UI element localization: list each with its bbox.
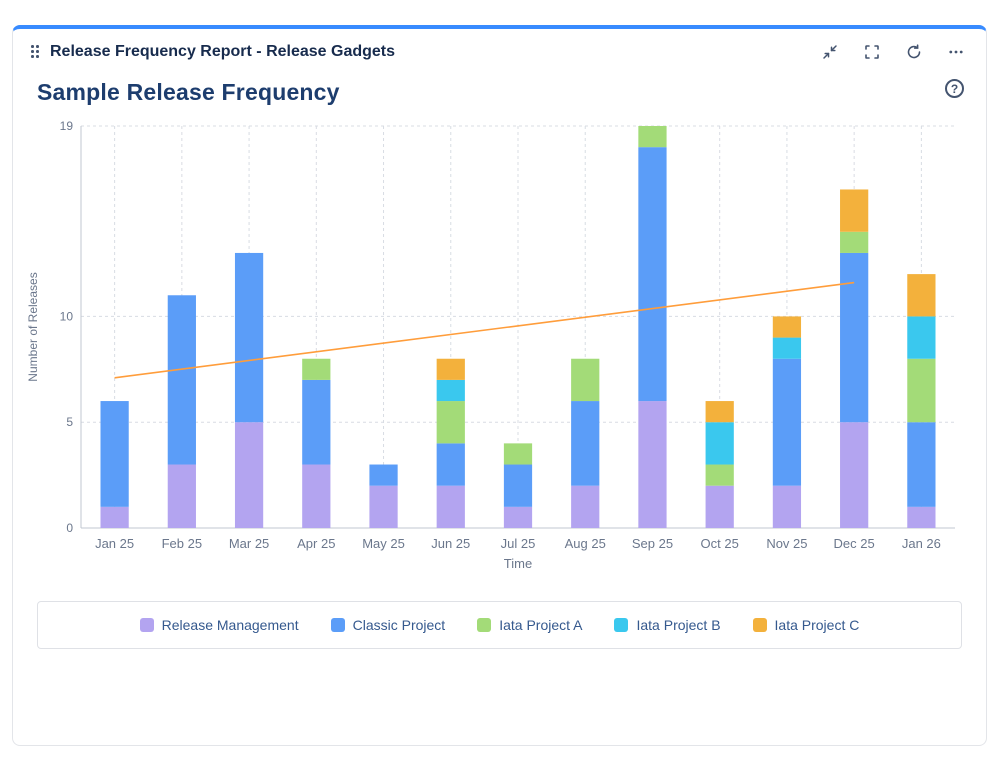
chart-area: 0 5 10 19 Jan 25 Feb 25 Mar 25 Apr 25 May 25 Jun … bbox=[13, 106, 986, 585]
legend-swatch-icon bbox=[752, 618, 767, 632]
legend-label: Iata Project A bbox=[499, 617, 583, 633]
collapse-icon[interactable] bbox=[822, 44, 838, 60]
svg-text:Jan 25: Jan 25 bbox=[95, 536, 134, 551]
svg-text:Jun 25: Jun 25 bbox=[431, 536, 470, 551]
chart-title-row: Sample Release Frequency ? bbox=[13, 71, 986, 106]
fullscreen-icon[interactable] bbox=[864, 44, 880, 60]
legend: Release Management Classic Project Iata Pr… bbox=[37, 601, 962, 649]
svg-text:Aug 25: Aug 25 bbox=[565, 536, 606, 551]
svg-text:5: 5 bbox=[66, 415, 73, 429]
legend-swatch-icon bbox=[139, 618, 154, 632]
svg-text:Apr 25: Apr 25 bbox=[297, 536, 335, 551]
release-frequency-gadget: Release Frequency Report - Release Gadge… bbox=[12, 25, 987, 746]
svg-text:Oct 25: Oct 25 bbox=[701, 536, 739, 551]
svg-text:Nov 25: Nov 25 bbox=[766, 536, 807, 551]
gadget-title: Release Frequency Report - Release Gadge… bbox=[50, 43, 396, 60]
svg-text:0: 0 bbox=[66, 521, 73, 535]
svg-text:Jul 25: Jul 25 bbox=[501, 536, 536, 551]
svg-text:Sep 25: Sep 25 bbox=[632, 536, 673, 551]
legend-label: Release Management bbox=[161, 617, 299, 633]
drag-handle-icon[interactable] bbox=[31, 45, 40, 59]
legend-item[interactable]: Iata Project A bbox=[477, 617, 582, 633]
more-options-icon[interactable] bbox=[948, 44, 964, 60]
legend-item[interactable]: Release Management bbox=[139, 617, 299, 633]
legend-item[interactable]: Iata Project C bbox=[752, 617, 860, 633]
legend-label: Classic Project bbox=[352, 617, 446, 633]
svg-text:Feb 25: Feb 25 bbox=[162, 536, 202, 551]
help-icon[interactable]: ? bbox=[945, 79, 964, 98]
gadget-actions bbox=[822, 44, 964, 60]
refresh-icon[interactable] bbox=[906, 44, 922, 60]
svg-text:10: 10 bbox=[60, 309, 74, 323]
release-chart-svg: 0 5 10 19 Jan 25 Feb 25 Mar 25 Apr 25 May 25 Jun … bbox=[26, 119, 955, 571]
legend-item[interactable]: Classic Project bbox=[330, 617, 446, 633]
legend-item[interactable]: Iata Project B bbox=[614, 617, 721, 633]
legend-swatch-icon bbox=[330, 618, 345, 632]
svg-text:Mar 25: Mar 25 bbox=[229, 536, 269, 551]
svg-text:Number of Releases: Number of Releases bbox=[26, 272, 40, 381]
svg-text:Jan 26: Jan 26 bbox=[902, 536, 941, 551]
legend-label: Iata Project B bbox=[636, 617, 721, 633]
legend-swatch-icon bbox=[477, 618, 492, 632]
gadget-header: Release Frequency Report - Release Gadge… bbox=[13, 29, 986, 71]
svg-text:Dec 25: Dec 25 bbox=[834, 536, 875, 551]
svg-text:19: 19 bbox=[60, 119, 74, 133]
chart-title: Sample Release Frequency bbox=[37, 79, 340, 105]
legend-label: Iata Project C bbox=[774, 617, 860, 633]
svg-text:May 25: May 25 bbox=[362, 536, 405, 551]
svg-text:Time: Time bbox=[504, 556, 532, 571]
legend-swatch-icon bbox=[614, 618, 629, 632]
